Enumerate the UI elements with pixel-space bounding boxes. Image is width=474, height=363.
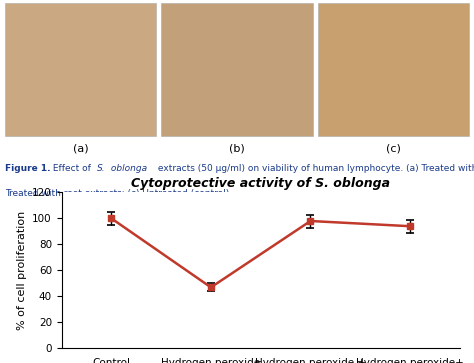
Text: S.: S.	[97, 164, 106, 173]
Bar	[161, 3, 313, 136]
Text: Treated with root extracts; (c) Untreated (control).: Treated with root extracts; (c) Untreate…	[5, 189, 232, 197]
Bar	[5, 3, 156, 136]
Text: (c): (c)	[386, 143, 401, 153]
Text: (a): (a)	[73, 143, 88, 153]
Text: oblonga: oblonga	[108, 164, 147, 173]
Text: (b): (b)	[229, 143, 245, 153]
Text: Figure 1.: Figure 1.	[5, 164, 50, 173]
Bar	[318, 3, 469, 136]
Y-axis label: % of cell proliferation: % of cell proliferation	[17, 211, 27, 330]
Title: Cytoprotective activity of S. oblonga: Cytoprotective activity of S. oblonga	[131, 177, 390, 190]
Text: Effect of: Effect of	[50, 164, 93, 173]
Text: extracts (50 μg/ml) on viability of human lymphocyte. (a) Treated with aerial ex: extracts (50 μg/ml) on viability of huma…	[155, 164, 474, 173]
